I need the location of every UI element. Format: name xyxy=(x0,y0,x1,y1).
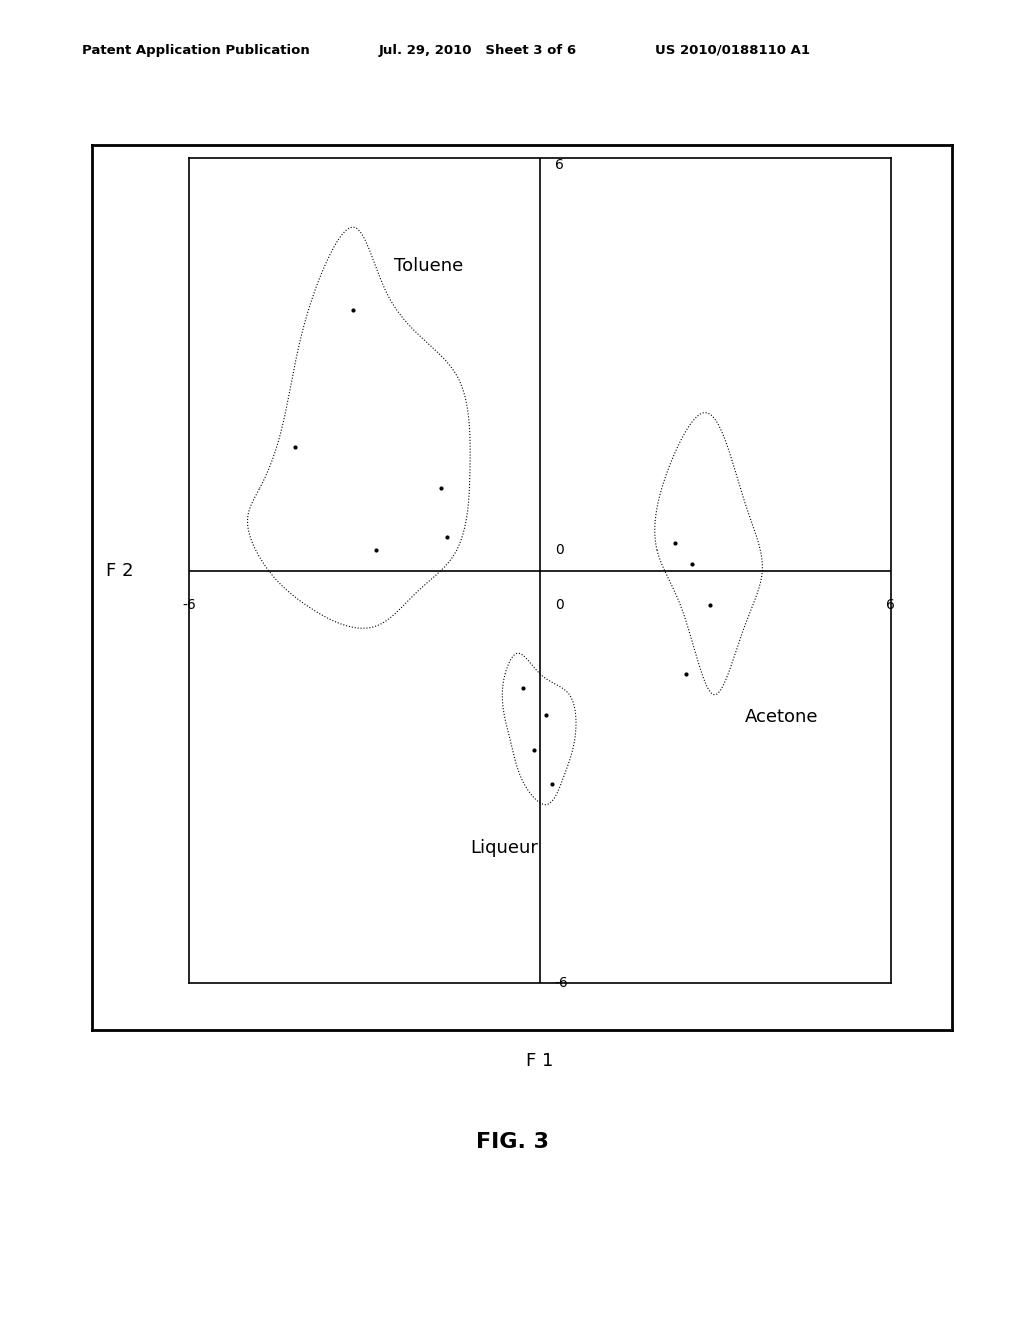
Text: F 1: F 1 xyxy=(526,1052,554,1071)
Text: Toluene: Toluene xyxy=(394,257,463,276)
Text: 0: 0 xyxy=(555,543,563,557)
Text: 0: 0 xyxy=(555,598,563,612)
Text: Liqueur: Liqueur xyxy=(470,840,538,857)
Text: US 2010/0188110 A1: US 2010/0188110 A1 xyxy=(655,44,810,57)
Text: F 2: F 2 xyxy=(105,562,133,579)
Text: Patent Application Publication: Patent Application Publication xyxy=(82,44,309,57)
Text: 6: 6 xyxy=(555,158,563,173)
Text: FIG. 3: FIG. 3 xyxy=(475,1131,549,1152)
Text: -6: -6 xyxy=(182,598,197,612)
Text: -6: -6 xyxy=(555,977,568,990)
Text: 6: 6 xyxy=(887,598,895,612)
Text: Acetone: Acetone xyxy=(744,709,818,726)
Text: Jul. 29, 2010   Sheet 3 of 6: Jul. 29, 2010 Sheet 3 of 6 xyxy=(379,44,577,57)
